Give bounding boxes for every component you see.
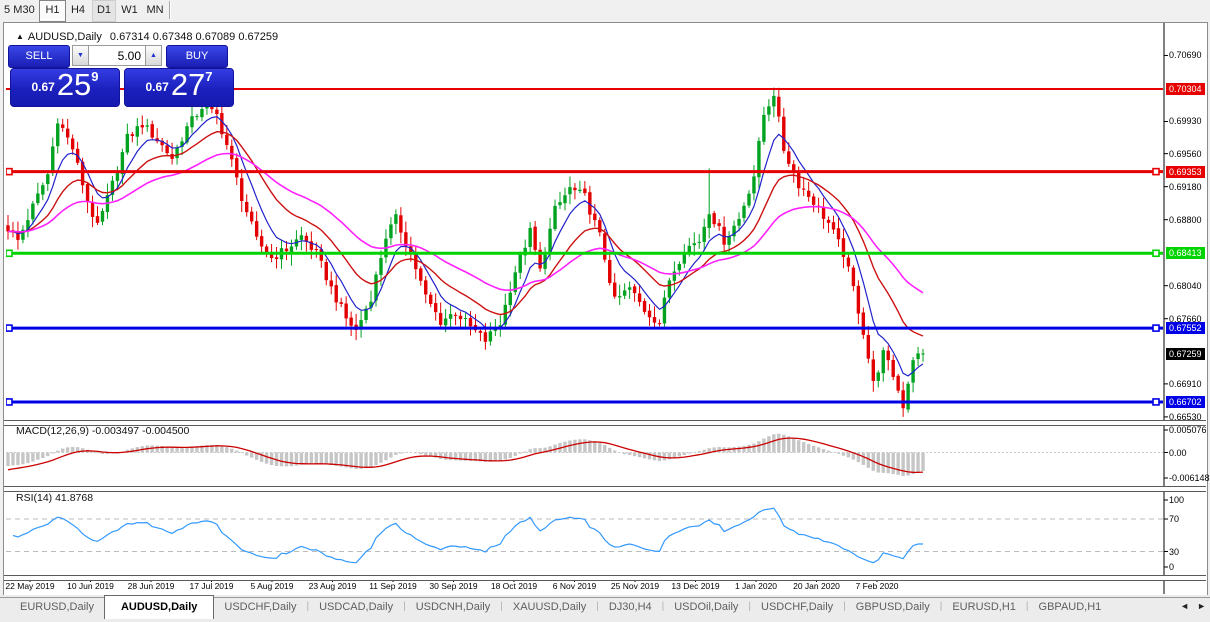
ohlc-values: 0.67314 0.67348 0.67089 0.67259	[109, 31, 279, 43]
symbol-period-label: AUDUSD,Daily	[27, 31, 102, 43]
date-axis-label: 13 Dec 2019	[671, 581, 720, 591]
macd-axis-label: -0.006148	[1169, 473, 1210, 483]
chart-tab-usdcad-daily[interactable]: USDCAD,Daily	[319, 601, 394, 613]
rsi-label: RSI(14) 41.8768	[16, 492, 94, 504]
price-tick-label: 0.66530	[1169, 411, 1202, 422]
chart-tab-xauusd-daily[interactable]: XAUUSD,Daily	[512, 601, 587, 613]
one-click-trade-panel: SELL ▼ ▲ BUY 0.67259 0.67277	[8, 45, 234, 107]
volume-increase-button[interactable]: ▲	[145, 45, 162, 66]
price-level-chip-0.67552[interactable]: 0.67552	[1166, 322, 1205, 335]
chart-title: ▲ AUDUSD,Daily 0.67314 0.67348 0.67089 0.6…	[16, 31, 278, 43]
buy-price-pipette: 7	[205, 69, 213, 84]
price-tick-label: 0.67660	[1169, 313, 1202, 324]
date-axis-label: 10 Jun 2019	[67, 581, 114, 591]
timeframe-button-d1[interactable]: D1	[92, 0, 116, 22]
volume-input[interactable]	[89, 45, 145, 66]
macd-axis-label: 0.00	[1169, 447, 1187, 458]
rsi-axis-label: 70	[1169, 514, 1180, 524]
price-tick-label: 0.69560	[1169, 148, 1202, 159]
date-axis-label: 25 Nov 2019	[610, 581, 660, 591]
price-tick-label: 0.69180	[1169, 181, 1202, 192]
buy-price-prefix: 0.67	[145, 80, 169, 94]
tab-separator: |	[748, 601, 752, 612]
price-level-chip-0.68413[interactable]: 0.68413	[1166, 247, 1205, 260]
chart-tab-usdchf-daily[interactable]: USDCHF,Daily	[224, 601, 297, 613]
tab-separator: |	[500, 601, 503, 612]
price-tick-label: 0.69930	[1169, 116, 1202, 127]
macd-axis-label: 0.005076	[1169, 425, 1207, 435]
chart-window	[3, 22, 1208, 596]
timeframe-toolbar: 5 M30 H1 H4 D1 W1 MN	[0, 0, 1210, 22]
date-axis-label: 17 Jul 2019	[189, 581, 234, 591]
price-level-chip-0.67259: 0.67259	[1166, 347, 1205, 360]
rsi-dateaxis-divider	[4, 575, 1206, 581]
tab-separator: |	[939, 601, 943, 612]
tab-separator: |	[306, 601, 310, 612]
macd-rsi-divider[interactable]	[4, 486, 1206, 492]
date-axis-label: 7 Feb 2020	[855, 581, 899, 591]
date-axis-label: 20 Jan 2020	[793, 581, 840, 591]
chart-tab-gbpusd-daily[interactable]: GBPUSD,Daily	[855, 601, 930, 613]
chart-tab-eurusd-h1[interactable]: EURUSD,H1	[952, 601, 1016, 613]
chart-tab-usdchf-daily[interactable]: USDCHF,Daily	[761, 601, 834, 613]
timeframe-button-5[interactable]: 5	[3, 4, 11, 16]
price-level-chip-0.70304[interactable]: 0.70304	[1166, 83, 1205, 95]
price-level-chip-0.69353[interactable]: 0.69353	[1166, 165, 1205, 178]
date-axis-label: 18 Oct 2019	[490, 581, 538, 591]
timeframe-button-m30[interactable]: M30	[13, 4, 35, 16]
tab-separator: |	[403, 601, 406, 612]
chart-tab-usdcnh-daily[interactable]: USDCNH,Daily	[415, 601, 491, 613]
sell-price-tile[interactable]: 0.67259	[10, 67, 120, 107]
rsi-axis-label: 0	[1169, 562, 1175, 572]
tabs-scroll-right-icon[interactable]: ►	[1197, 601, 1206, 611]
price-tick-label: 0.70690	[1169, 50, 1202, 61]
main-macd-divider[interactable]	[4, 420, 1206, 426]
date-axis-label: 30 Sep 2019	[429, 581, 478, 591]
timeframe-button-h1[interactable]: H1	[39, 0, 66, 22]
chart-tab-audusd-daily[interactable]: AUDUSD,Daily	[103, 595, 215, 619]
date-axis-label: 22 May 2019	[5, 581, 55, 591]
tab-separator: |	[843, 601, 846, 612]
timeframe-button-mn[interactable]: MN	[146, 4, 164, 16]
date-axis-label: 1 Jan 2020	[734, 581, 778, 591]
chart-tab-eurusd-daily[interactable]: EURUSD,Daily	[20, 601, 94, 613]
price-level-chip-0.66702[interactable]: 0.66702	[1166, 395, 1205, 408]
rsi-axis-label: 30	[1169, 546, 1180, 557]
symbol-tabs-bar: EURUSD,Daily AUDUSD,Daily USDCHF,Daily | USD…	[0, 595, 1210, 622]
chart-tab-gbpaud-h1[interactable]: GBPAUD,H1	[1038, 601, 1102, 613]
date-axis-label: 23 Aug 2019	[308, 581, 357, 591]
tabs-scroll-left-icon[interactable]: ◄	[1180, 601, 1190, 611]
tab-separator: |	[596, 601, 599, 612]
sell-price-pipette: 9	[91, 69, 99, 84]
volume-decrease-button[interactable]: ▼	[72, 45, 89, 66]
macd-label: MACD(12,26,9) -0.003497 -0.004500	[16, 425, 190, 437]
date-axis-label: 11 Sep 2019	[369, 581, 417, 591]
date-axis-label: 28 Jun 2019	[127, 581, 175, 591]
collapse-triangle-icon[interactable]: ▲	[16, 32, 24, 41]
timeframe-button-h4[interactable]: H4	[70, 4, 86, 16]
sell-button[interactable]: SELL	[8, 45, 70, 68]
price-tick-label: 0.66910	[1169, 378, 1202, 389]
buy-price-big: 27	[170, 67, 206, 102]
price-tick-label: 0.68040	[1169, 280, 1202, 291]
tab-separator: |	[1025, 601, 1029, 612]
chart-tab-usdoil-daily[interactable]: USDOil,Daily	[674, 601, 739, 613]
buy-button[interactable]: BUY	[166, 45, 228, 68]
timeframe-button-w1[interactable]: W1	[121, 4, 138, 16]
toolbar-separator	[169, 1, 171, 19]
date-axis-label: 5 Aug 2019	[250, 581, 294, 591]
sell-price-prefix: 0.67	[31, 80, 55, 94]
buy-price-tile[interactable]: 0.67277	[124, 67, 234, 107]
date-axis-label: 6 Nov 2019	[552, 581, 597, 591]
tab-separator: |	[661, 601, 665, 612]
chart-tab-dj30-h4[interactable]: DJ30,H4	[608, 601, 652, 613]
rsi-axis-label: 100	[1169, 495, 1185, 505]
sell-price-big: 25	[56, 67, 92, 102]
volume-stepper: ▼ ▲	[72, 45, 162, 66]
price-tick-label: 0.68800	[1169, 214, 1202, 225]
